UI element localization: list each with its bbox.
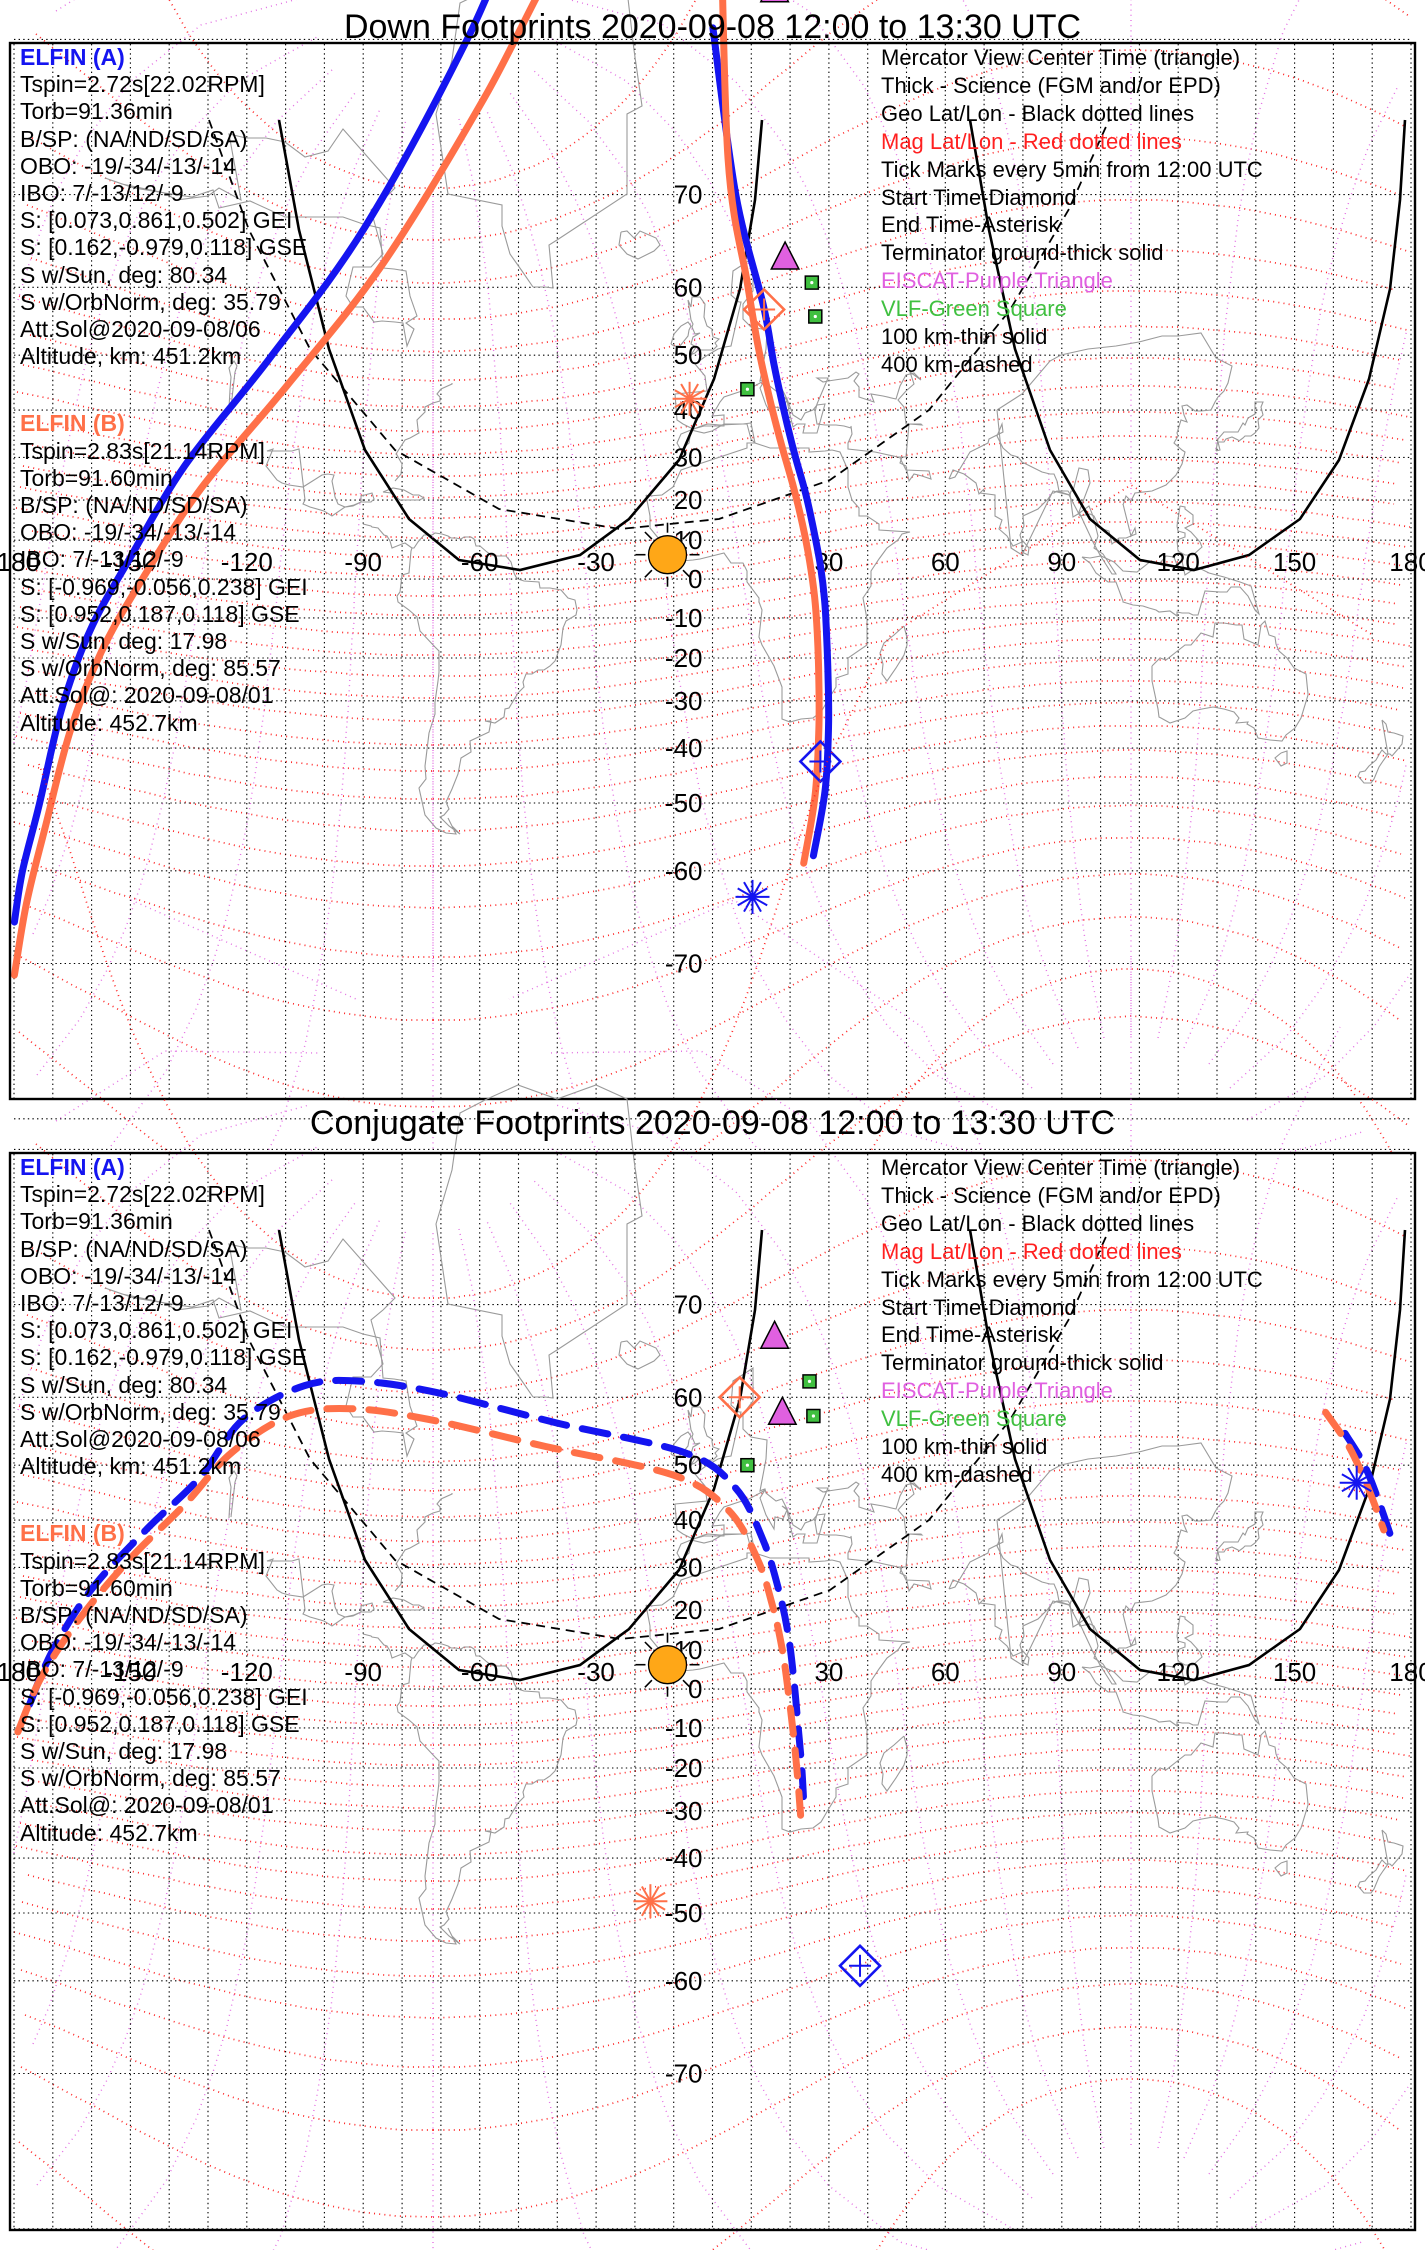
svg-text:-30: -30: [577, 1657, 615, 1687]
svg-text:70: 70: [674, 1290, 703, 1320]
svg-text:60: 60: [931, 547, 960, 577]
svg-text:60: 60: [674, 272, 703, 302]
svg-text:90: 90: [1047, 547, 1076, 577]
svg-text:150: 150: [1273, 1657, 1316, 1687]
svg-text:150: 150: [1273, 547, 1316, 577]
svg-text:-60: -60: [461, 1657, 499, 1687]
svg-text:-20: -20: [665, 643, 703, 673]
svg-text:-30: -30: [577, 547, 615, 577]
svg-text:-120: -120: [221, 1657, 273, 1687]
svg-text:-30: -30: [665, 686, 703, 716]
svg-text:-40: -40: [665, 733, 703, 763]
svg-text:-90: -90: [344, 547, 382, 577]
svg-text:70: 70: [674, 180, 703, 210]
svg-text:60: 60: [674, 1382, 703, 1412]
svg-text:0: 0: [688, 1674, 702, 1704]
svg-text:50: 50: [674, 340, 703, 370]
svg-text:-120: -120: [221, 547, 273, 577]
svg-text:-70: -70: [665, 949, 703, 979]
svg-text:-10: -10: [665, 603, 703, 633]
svg-text:120: 120: [1157, 547, 1200, 577]
svg-text:60: 60: [931, 1657, 960, 1687]
svg-text:-90: -90: [344, 1657, 382, 1687]
svg-text:-20: -20: [665, 1753, 703, 1783]
svg-text:-40: -40: [665, 1843, 703, 1873]
svg-text:-50: -50: [665, 788, 703, 818]
svg-text:120: 120: [1157, 1657, 1200, 1687]
svg-text:0: 0: [688, 564, 702, 594]
svg-text:30: 30: [814, 1657, 843, 1687]
svg-text:30: 30: [674, 1552, 703, 1582]
svg-text:30: 30: [674, 442, 703, 472]
svg-text:-60: -60: [665, 856, 703, 886]
svg-text:180: 180: [1389, 547, 1425, 577]
svg-text:20: 20: [674, 485, 703, 515]
svg-text:20: 20: [674, 1595, 703, 1625]
svg-text:-10: -10: [665, 1713, 703, 1743]
svg-text:90: 90: [1047, 1657, 1076, 1687]
svg-text:-30: -30: [665, 1796, 703, 1826]
svg-text:-60: -60: [461, 547, 499, 577]
svg-text:-60: -60: [665, 1966, 703, 1996]
svg-text:180: 180: [1389, 1657, 1425, 1687]
svg-text:-50: -50: [665, 1898, 703, 1928]
svg-text:-70: -70: [665, 2059, 703, 2089]
svg-text:40: 40: [674, 1505, 703, 1535]
